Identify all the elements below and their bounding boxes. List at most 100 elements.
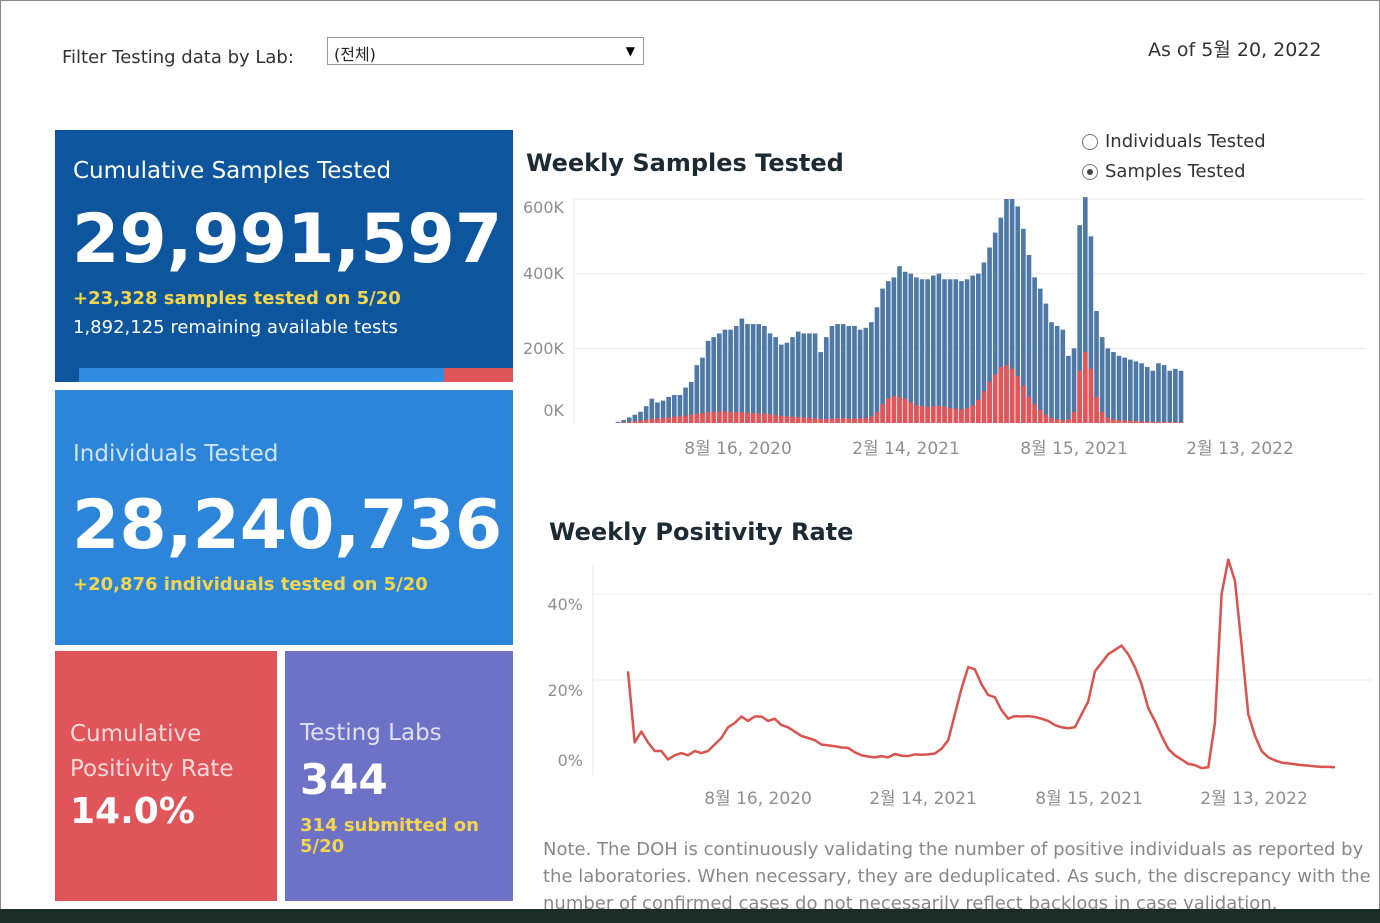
bar-positive bbox=[812, 418, 818, 423]
bar-total bbox=[638, 411, 643, 423]
bar-total bbox=[677, 395, 683, 423]
bar-positive bbox=[1144, 421, 1150, 423]
bar-total bbox=[919, 279, 925, 423]
bar-total bbox=[987, 247, 992, 423]
lab-filter-value: (전체) bbox=[334, 45, 376, 64]
bar-positive bbox=[1156, 421, 1161, 423]
bar-positive bbox=[655, 418, 660, 423]
bar-total bbox=[1133, 361, 1139, 423]
radio-unchecked-icon[interactable] bbox=[1082, 134, 1098, 150]
radio-checked-icon[interactable] bbox=[1082, 164, 1098, 180]
bar-total bbox=[688, 381, 694, 423]
bar-positive bbox=[1161, 422, 1167, 423]
bar-positive bbox=[1173, 422, 1178, 423]
bar-total bbox=[880, 288, 885, 423]
bar-total bbox=[1156, 363, 1161, 423]
bar-positive bbox=[767, 414, 773, 423]
filter-label: Filter Testing data by Lab: bbox=[62, 47, 294, 68]
bar-positive bbox=[643, 419, 649, 423]
bar-positive bbox=[745, 412, 750, 423]
bar-positive bbox=[1026, 396, 1032, 423]
bar-total bbox=[857, 329, 863, 423]
bar-total bbox=[897, 266, 902, 423]
bar-positive bbox=[981, 391, 987, 423]
y-tick-label: 600K bbox=[523, 198, 565, 217]
bar-total bbox=[902, 271, 908, 423]
bar-total bbox=[874, 307, 880, 423]
bar-positive bbox=[790, 416, 795, 423]
bar-positive bbox=[1021, 385, 1026, 423]
bar-total bbox=[1128, 359, 1133, 423]
bar-total bbox=[750, 324, 756, 423]
bar-positive bbox=[801, 417, 807, 423]
bar-positive bbox=[897, 396, 902, 423]
bar-positive bbox=[902, 398, 908, 423]
bar-total bbox=[626, 417, 632, 423]
bar-positive bbox=[1105, 417, 1111, 423]
bar-positive bbox=[1088, 368, 1094, 423]
bar-positive bbox=[700, 412, 705, 423]
bar-total bbox=[1037, 288, 1043, 423]
bar-positive bbox=[1037, 409, 1043, 423]
bottom-bar bbox=[0, 909, 1380, 923]
bar-positive bbox=[835, 418, 840, 423]
bar-total bbox=[795, 331, 801, 423]
bar-positive bbox=[756, 413, 762, 423]
bar-total bbox=[914, 277, 919, 423]
bar-positive bbox=[677, 416, 683, 423]
positivity-rate-value: 14.0% bbox=[70, 791, 195, 832]
bar-positive bbox=[1128, 420, 1133, 423]
bar-total bbox=[1043, 303, 1049, 423]
bar-positive bbox=[688, 414, 694, 423]
individuals-tested-title: Individuals Tested bbox=[73, 441, 279, 467]
bar-positive bbox=[947, 408, 953, 423]
bar-positive bbox=[857, 418, 863, 423]
lab-filter-dropdown[interactable]: (전체) ▼ bbox=[327, 37, 644, 65]
bar-positive bbox=[717, 411, 722, 423]
bar-total bbox=[1088, 236, 1094, 423]
bar-total bbox=[908, 273, 914, 423]
radio-samples-tested[interactable]: Samples Tested bbox=[1082, 161, 1246, 182]
bar-total bbox=[1054, 325, 1060, 423]
x-tick-label: 8월 15, 2021 bbox=[1020, 439, 1128, 459]
bar-positive bbox=[671, 416, 677, 423]
individuals-delta: +20,876 individuals tested on 5/20 bbox=[73, 574, 428, 595]
bar-positive bbox=[705, 412, 711, 423]
bar-positive bbox=[840, 418, 846, 423]
bar-positive bbox=[823, 418, 829, 423]
positivity-rate-tile: Cumulative Positivity Rate 14.0% bbox=[55, 651, 277, 901]
bar-total bbox=[756, 324, 762, 423]
bar-positive bbox=[1116, 420, 1122, 423]
bar-positive bbox=[638, 420, 643, 423]
bar-positive bbox=[818, 418, 823, 423]
bar-positive bbox=[1032, 404, 1037, 423]
bar-positive bbox=[846, 418, 852, 423]
bar-total bbox=[745, 324, 750, 423]
bar-positive bbox=[762, 413, 767, 423]
bar-positive bbox=[795, 417, 801, 423]
bar-total bbox=[981, 262, 987, 423]
testing-labs-tile: Testing Labs 344 314 submitted on 5/20 bbox=[285, 651, 513, 901]
bar-positive bbox=[1049, 417, 1054, 423]
bar-positive bbox=[1043, 414, 1049, 423]
bar-total bbox=[998, 217, 1004, 423]
bar-positive bbox=[1150, 421, 1156, 423]
bar-total bbox=[1167, 370, 1173, 423]
bar-total bbox=[801, 333, 807, 423]
radio-samples-label: Samples Tested bbox=[1105, 161, 1246, 182]
bar-total bbox=[1139, 363, 1144, 423]
bar-total bbox=[773, 337, 778, 423]
bar-total bbox=[1026, 255, 1032, 423]
testing-labs-title: Testing Labs bbox=[300, 720, 442, 746]
as-of-date: As of 5월 20, 2022 bbox=[1148, 39, 1322, 61]
x-tick-label: 2월 13, 2022 bbox=[1186, 439, 1294, 459]
bar-positive bbox=[711, 411, 717, 423]
bar-positive bbox=[908, 402, 914, 423]
bar-total bbox=[863, 327, 869, 423]
positivity-title-line1: Cumulative bbox=[70, 721, 202, 747]
bar-total bbox=[683, 387, 688, 423]
bar-total bbox=[829, 325, 835, 423]
chevron-down-icon[interactable]: ▼ bbox=[625, 44, 635, 58]
bar-positive bbox=[987, 381, 992, 423]
radio-individuals-tested[interactable]: Individuals Tested bbox=[1082, 131, 1266, 152]
